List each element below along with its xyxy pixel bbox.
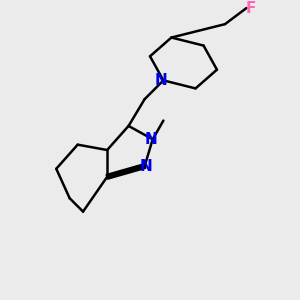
Text: N: N	[154, 73, 167, 88]
Text: N: N	[140, 159, 152, 174]
Text: F: F	[245, 1, 256, 16]
Text: N: N	[145, 132, 158, 147]
